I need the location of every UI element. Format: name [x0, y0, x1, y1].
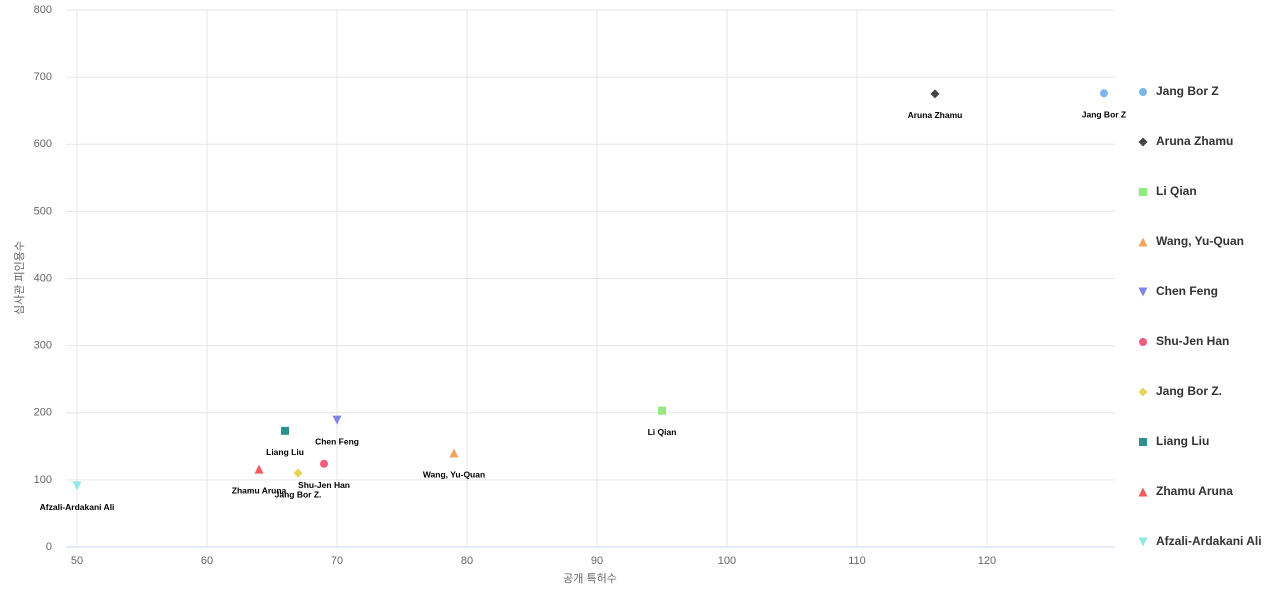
point — [320, 459, 329, 468]
legend-symbol — [1139, 438, 1147, 446]
data-label: Liang Liu — [266, 447, 304, 457]
y-tick-label: 400 — [34, 272, 52, 284]
legend-label[interactable]: Li Qian — [1156, 184, 1197, 198]
point — [254, 464, 264, 474]
data-label: Jang Bor Z. — [275, 489, 322, 499]
legend-symbol — [1138, 237, 1148, 247]
legend-label[interactable]: Zhamu Aruna — [1156, 484, 1233, 498]
x-tick-label: 50 — [71, 555, 83, 567]
y-tick-label: 600 — [34, 138, 52, 150]
point — [930, 89, 940, 99]
x-tick-label: 80 — [461, 555, 473, 567]
point — [281, 426, 290, 435]
y-tick-label: 700 — [34, 71, 52, 83]
legend-symbol — [1139, 338, 1147, 346]
y-tick-label: 200 — [34, 407, 52, 419]
legend-label[interactable]: Liang Liu — [1156, 434, 1209, 448]
point — [332, 415, 342, 425]
data-label: Afzali-Ardakani Ali — [40, 502, 115, 512]
point — [657, 406, 666, 415]
y-axis-label: 심사관 피인용수 — [13, 241, 26, 315]
x-tick-label: 120 — [978, 555, 996, 567]
y-tick-label: 0 — [46, 541, 52, 553]
legend-label[interactable]: Chen Feng — [1156, 284, 1218, 298]
x-tick-label: 60 — [201, 555, 213, 567]
legend-symbol — [1139, 188, 1147, 196]
legend-symbol — [1138, 387, 1148, 397]
legend-label[interactable]: Wang, Yu-Quan — [1156, 234, 1244, 248]
data-label: Aruna Zhamu — [908, 110, 963, 120]
point — [293, 468, 303, 478]
legend-label[interactable]: Shu-Jen Han — [1156, 334, 1229, 348]
point — [449, 448, 459, 458]
legend-label[interactable]: Jang Bor Z — [1156, 84, 1219, 98]
data-label: Wang, Yu-Quan — [423, 469, 485, 479]
y-tick-label: 100 — [34, 474, 52, 486]
x-axis-label: 공개 특허수 — [563, 572, 617, 585]
legend-symbol — [1138, 287, 1148, 297]
data-label: Zhamu Aruna — [232, 485, 287, 495]
data-label: Li Qian — [648, 427, 677, 437]
legend-symbol — [1138, 487, 1148, 497]
legend-label[interactable]: Jang Bor Z. — [1156, 384, 1222, 398]
legend-label[interactable]: Aruna Zhamu — [1156, 134, 1233, 148]
legend-symbol — [1139, 88, 1147, 96]
y-tick-label: 500 — [34, 205, 52, 217]
x-tick-label: 90 — [591, 555, 603, 567]
legend-symbol — [1138, 537, 1148, 547]
point — [1099, 89, 1108, 98]
x-tick-label: 110 — [848, 555, 866, 567]
data-label: Shu-Jen Han — [298, 480, 350, 490]
x-tick-label: 100 — [718, 555, 736, 567]
x-tick-label: 70 — [331, 555, 343, 567]
point — [72, 481, 82, 491]
legend-symbol — [1138, 137, 1148, 147]
legend-label[interactable]: Afzali-Ardakani Ali — [1156, 534, 1262, 548]
y-tick-label: 800 — [34, 4, 52, 16]
data-label: Jang Bor Z — [1082, 109, 1126, 119]
data-label: Chen Feng — [315, 436, 359, 446]
y-tick-label: 300 — [34, 340, 52, 352]
